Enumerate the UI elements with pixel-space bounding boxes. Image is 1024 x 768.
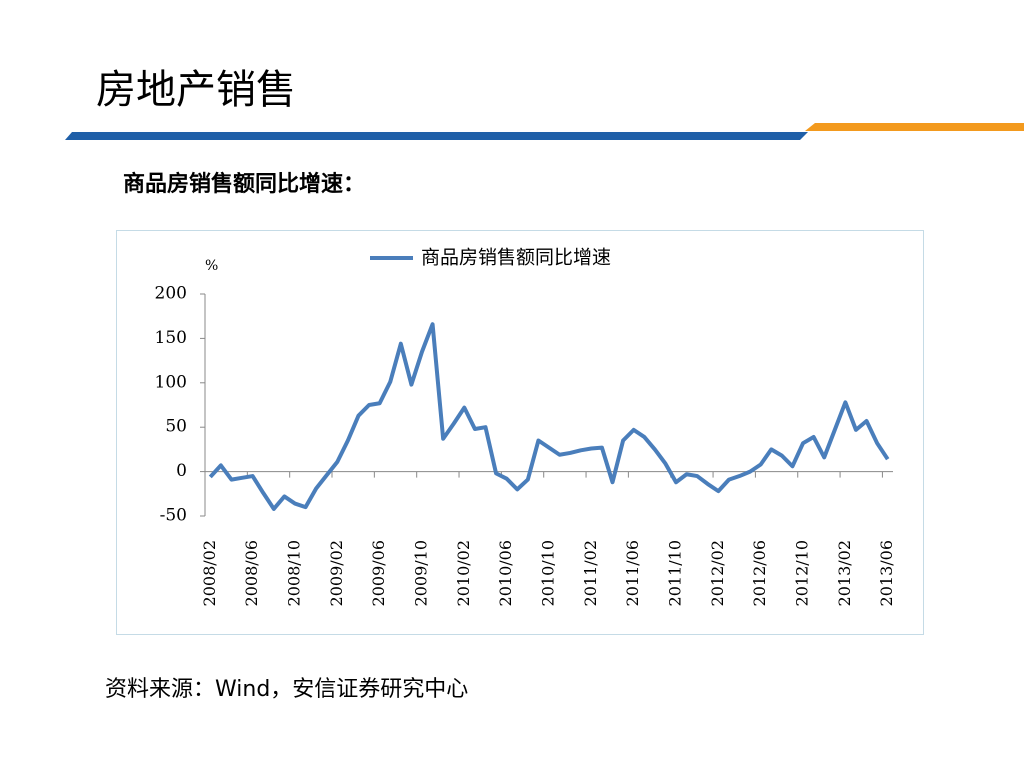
x-tick-label: 2012/10 [793,540,812,606]
x-tick-label: 2012/06 [750,540,769,606]
x-tick-label: 2011/10 [666,540,685,606]
y-tick-label: -50 [160,506,187,526]
x-tick-label: 2010/02 [454,540,473,606]
source-note: 资料来源：Wind，安信证券研究中心 [105,677,468,702]
subtitle: 商品房销售额同比增速： [123,171,365,197]
chart-frame [116,230,924,635]
x-tick-label: 2013/02 [835,540,854,606]
x-tick-label: 2013/06 [877,540,896,606]
x-tick-label: 2009/10 [411,540,430,606]
y-tick-label: 0 [176,461,187,481]
x-tick-label: 2010/10 [539,540,558,606]
y-tick-label: 50 [165,417,187,437]
x-tick-label: 2011/06 [623,540,642,606]
y-tick-label: 100 [155,372,187,392]
data-line [208,322,890,511]
x-tick-label: 2009/02 [327,540,346,606]
legend-label: 商品房销售额同比增速 [421,247,611,269]
x-tick-label: 2012/02 [708,540,727,606]
x-tick-label: 2011/02 [581,540,600,606]
x-tick-label: 2010/06 [496,540,515,606]
x-tick-label: 2008/10 [284,540,303,606]
y-tick-label: 150 [155,328,187,348]
x-tick-label: 2008/06 [242,540,261,606]
x-tick-label: 2009/06 [369,540,388,606]
title-bar-blue [65,132,808,140]
title-bar-orange [805,123,1024,131]
y-tick-label: 200 [155,284,187,304]
x-tick-label: 2008/02 [200,540,219,606]
slide-title: 房地产销售 [96,67,296,113]
y-axis-unit: % [205,258,218,274]
